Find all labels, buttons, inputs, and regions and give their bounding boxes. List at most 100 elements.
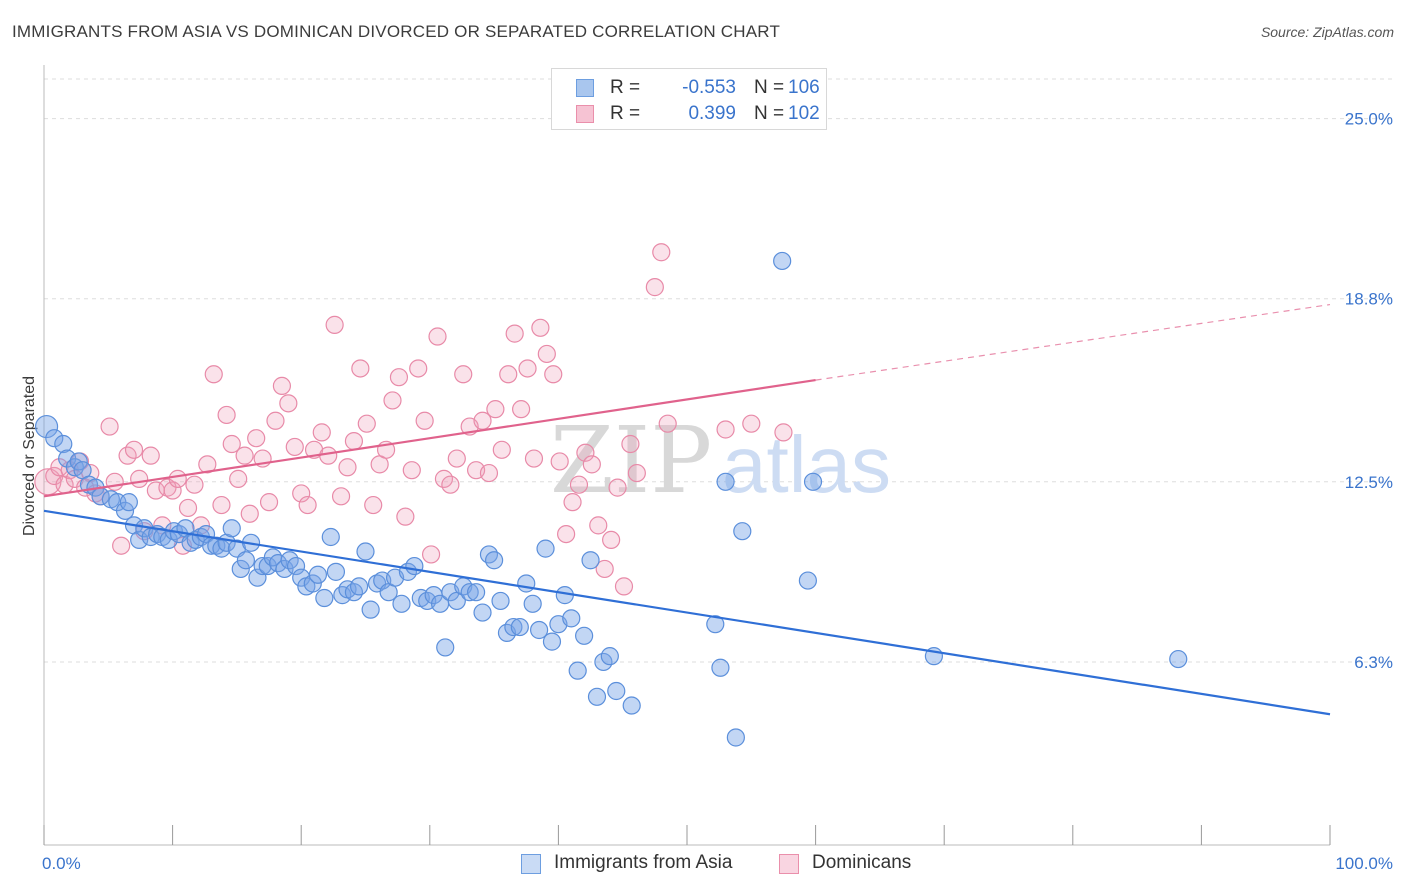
data-point-dominicans [627,463,646,483]
data-point-dominicans [621,434,640,454]
stats-legend: R = -0.553 N = 106 R = 0.399 N = 102 [551,68,827,130]
data-point-asia [333,586,352,605]
data-point-dominicans [331,487,351,506]
asia-legend-swatch [521,854,541,874]
x-tick-label-min: 0.0% [42,854,81,873]
trend-line-dominicans [43,379,816,498]
data-point-dominicans [595,559,614,579]
data-point-dominicans [217,405,236,425]
r-key: R = [610,77,641,98]
data-point-dominicans [222,434,241,454]
data-point-dominicans [298,495,317,515]
chart-title: IMMIGRANTS FROM ASIA VS DOMINICAN DIVORC… [12,22,781,41]
data-point-asia [286,556,306,576]
data-point-dominicans [402,461,421,480]
watermark-zip: ZIP [550,407,712,514]
data-point-dominicans [105,472,124,491]
data-point-dominicans [351,359,370,378]
data-point-dominicans [492,440,511,459]
data-point-asia [321,527,340,547]
data-point-asia [587,687,607,706]
data-point-dominicans [742,414,761,433]
data-point-dominicans [512,400,531,419]
tick-labels: 6.3% 12.5% 18.8% 25.0% 0.0% 100.0% [42,110,1393,873]
asia-points [34,251,1188,747]
data-point-dominicans [550,452,569,471]
data-point-dominicans [247,429,266,448]
data-point-dominicans [364,495,383,515]
data-point-asia [308,565,328,584]
y-tick-label: 12.5% [1345,473,1393,492]
watermark: ZIP atlas [550,407,891,514]
data-point-dominicans [204,365,223,384]
data-point-asia [1169,649,1188,669]
data-point-dominicans [486,400,505,419]
axes [43,65,1331,846]
data-point-dominicans [537,344,556,364]
data-point-dominicans [652,243,671,262]
data-point-dominicans [658,414,677,433]
data-point-asia [69,452,88,471]
data-point-dominicans [141,446,160,465]
dominicans-swatch [576,105,594,123]
data-point-dominicans [229,469,248,488]
data-point-dominicans [212,495,231,515]
data-point-asia [706,615,725,634]
y-tick-label: 25.0% [1345,110,1393,129]
n-key: N = [754,103,785,124]
data-point-dominicans [319,446,338,465]
data-point-dominicans [389,368,409,387]
data-point-asia [231,559,250,579]
data-point-asia [600,647,619,666]
data-point-asia [315,588,334,608]
data-point-dominicans [531,318,550,337]
data-point-asia [275,559,294,579]
data-point-dominicans [447,449,466,468]
data-point-asia [523,594,542,613]
data-point-dominicans [454,365,473,384]
data-point-asia [361,600,380,619]
data-point-asia [460,583,479,602]
data-point-asia [542,632,562,651]
data-point-dominicans [589,516,608,535]
data-point-asia [473,603,492,622]
data-point-asia [236,551,256,570]
data-point-dominicans [505,324,524,343]
data-point-asia [326,562,346,581]
data-point-asia [798,571,817,590]
data-point-dominicans [266,411,285,430]
data-point-asia [349,577,369,596]
data-point-dominicans [357,414,376,433]
data-point-dominicans [499,365,518,384]
data-point-asia [581,551,600,570]
data-point-dominicans [198,455,217,474]
data-point-dominicans [415,411,434,430]
data-point-asia [562,609,581,628]
data-point-dominicans [614,577,634,596]
data-point-dominicans [325,315,344,334]
data-point-asia [517,574,536,593]
data-point-dominicans [235,446,254,465]
data-point-dominicans [716,420,735,439]
data-point-asia [344,583,364,602]
data-point-dominicans [124,440,144,459]
data-point-dominicans [130,469,149,488]
legend-label: Immigrants from Asia [554,852,733,873]
data-point-asia [303,574,322,593]
r-value: -0.553 [682,77,736,98]
y-tick-label: 18.8% [1345,290,1393,309]
data-point-asia [510,617,529,637]
data-point-dominicans [524,449,544,468]
data-point-asia [733,522,752,541]
data-point-asia [711,658,730,677]
data-point-dominicans [344,432,364,451]
data-point-dominicans [441,475,460,494]
data-point-dominicans [608,478,627,497]
y-tick-label: 6.3% [1354,653,1393,672]
data-point-dominicans [285,437,304,457]
data-point-asia [716,472,735,491]
data-point-dominicans [602,530,621,550]
dominicans-legend-swatch [779,854,799,874]
data-point-asia [222,519,241,538]
